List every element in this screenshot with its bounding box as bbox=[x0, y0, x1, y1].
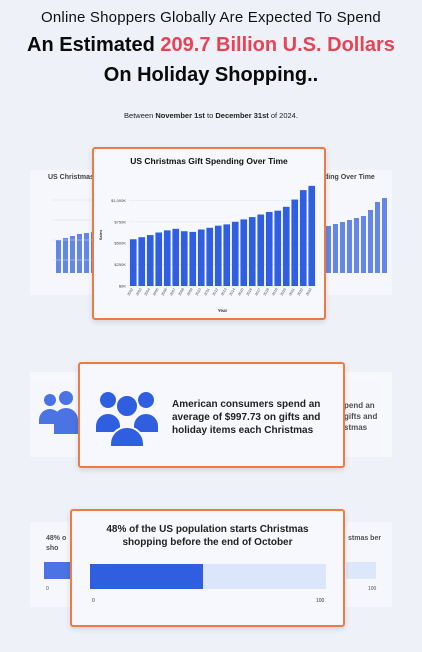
chart-bar bbox=[180, 231, 188, 286]
chart-bar bbox=[308, 185, 316, 286]
chart-bar bbox=[129, 239, 137, 286]
chart-bar bbox=[282, 206, 290, 286]
chart-bar bbox=[206, 227, 214, 286]
x-tick-label: 2004 bbox=[144, 288, 151, 297]
x-tick-label: 2020 bbox=[280, 288, 287, 297]
headline-line-3: On Holiday Shopping.. bbox=[103, 64, 319, 86]
ghost-percent-right-text: stmas ber bbox=[348, 535, 382, 542]
x-tick-label: 2023 bbox=[305, 288, 312, 297]
y-tick-label: $1,000K bbox=[111, 198, 126, 203]
x-tick-label: 2009 bbox=[186, 288, 193, 297]
x-tick-label: 2011 bbox=[203, 288, 210, 297]
ghost-percent-right-tick: 100 bbox=[368, 586, 377, 592]
progress-min-label: 0 bbox=[92, 598, 95, 604]
chart-title: US Christmas Gift Spending Over Time bbox=[130, 156, 288, 166]
chart-bar bbox=[163, 230, 171, 286]
ghost-percent-right: stmas ber 100 bbox=[346, 522, 392, 607]
chart-bar bbox=[248, 217, 256, 286]
headline-line-2: An Estimated 209.7 Billion U.S. Dollars bbox=[0, 34, 422, 57]
chart-bar bbox=[223, 224, 231, 286]
x-tick-label: 2003 bbox=[135, 288, 142, 297]
x-tick-label: 2018 bbox=[263, 288, 270, 297]
ghost-percent-left: 48% o sho 0 bbox=[30, 522, 74, 607]
group-icon bbox=[96, 392, 158, 448]
x-axis-label: Year bbox=[218, 308, 228, 313]
chart-bar bbox=[172, 228, 180, 286]
date-suffix: of 2024. bbox=[268, 111, 298, 120]
x-tick-label: 2013 bbox=[220, 288, 227, 297]
x-tick-label: 2012 bbox=[212, 288, 219, 297]
x-tick-label: 2017 bbox=[254, 288, 261, 297]
date-start: November 1st bbox=[155, 111, 205, 120]
chart-card: US Christmas Gift Spending Over Time $0K… bbox=[92, 147, 326, 320]
chart-bar bbox=[189, 231, 197, 286]
ghost-chart-right-title: ding Over Time bbox=[324, 174, 375, 181]
october-shopping-card: 48% of the US population starts Christma… bbox=[70, 509, 345, 627]
date-end: December 31st bbox=[215, 111, 269, 120]
chart-bar bbox=[291, 199, 299, 286]
date-prefix: Between bbox=[124, 111, 156, 120]
ghost-chart-right-bars bbox=[326, 198, 387, 273]
progress-max-label: 100 bbox=[316, 598, 325, 604]
date-mid: to bbox=[204, 111, 216, 120]
headline-amount: 209.7 Billion U.S. Dollars bbox=[160, 34, 395, 56]
date-range-text: Between November 1st to December 31st of… bbox=[0, 111, 422, 120]
chart-bar bbox=[299, 190, 307, 286]
chart-bar bbox=[197, 229, 205, 286]
ghost-consumer-right: pend an gifts and stmas bbox=[342, 372, 392, 457]
chart-bar bbox=[265, 211, 273, 286]
ghost-percent-left-text: 48% o sho bbox=[46, 535, 67, 552]
chart-bar bbox=[146, 235, 154, 286]
x-tick-label: 2021 bbox=[288, 288, 295, 297]
chart-bar bbox=[240, 219, 248, 286]
x-tick-label: 2006 bbox=[161, 288, 168, 297]
y-axis-label: Sales bbox=[98, 229, 103, 240]
chart-bar bbox=[231, 221, 239, 286]
x-tick-label: 2016 bbox=[246, 288, 253, 297]
ghost-percent-left-bar bbox=[44, 562, 74, 579]
x-tick-label: 2002 bbox=[127, 288, 134, 297]
october-shopping-text: 48% of the US population starts Christma… bbox=[106, 524, 309, 548]
y-tick-label: $250K bbox=[114, 262, 126, 267]
ghost-percent-right-bar bbox=[346, 562, 376, 579]
ghost-group-icon bbox=[39, 391, 78, 434]
x-tick-label: 2014 bbox=[229, 288, 236, 297]
x-tick-label: 2007 bbox=[169, 288, 176, 297]
y-tick-label: $500K bbox=[114, 241, 126, 246]
chart-bar bbox=[138, 237, 146, 286]
progress-track bbox=[90, 564, 326, 589]
consumer-spending-text: American consumers spend an average of $… bbox=[172, 399, 321, 436]
x-tick-label: 2015 bbox=[237, 288, 244, 297]
x-tick-label: 2010 bbox=[195, 288, 202, 297]
chart-bar bbox=[214, 225, 222, 286]
consumer-spending-card: American consumers spend an average of $… bbox=[78, 362, 345, 468]
y-tick-label: $750K bbox=[114, 219, 126, 224]
x-tick-label: 2005 bbox=[152, 288, 159, 297]
x-tick-label: 2008 bbox=[178, 288, 185, 297]
headline-line-1: Online Shoppers Globally Are Expected To… bbox=[41, 9, 381, 26]
chart-bar bbox=[257, 214, 265, 286]
progress-fill bbox=[90, 564, 204, 589]
ghost-chart-left-title: US Christmas bbox=[48, 174, 94, 181]
x-tick-label: 2019 bbox=[271, 288, 278, 297]
headline-prefix: An Estimated bbox=[27, 34, 161, 56]
ghost-chart-right: ding Over Time bbox=[322, 170, 392, 295]
y-tick-label: $0K bbox=[119, 284, 126, 289]
x-tick-label: 2022 bbox=[297, 288, 304, 297]
ghost-percent-left-tick: 0 bbox=[46, 586, 49, 592]
ghost-consumer-right-text: pend an gifts and stmas bbox=[344, 401, 378, 432]
chart-bar bbox=[155, 232, 163, 286]
chart-bar bbox=[274, 210, 282, 286]
